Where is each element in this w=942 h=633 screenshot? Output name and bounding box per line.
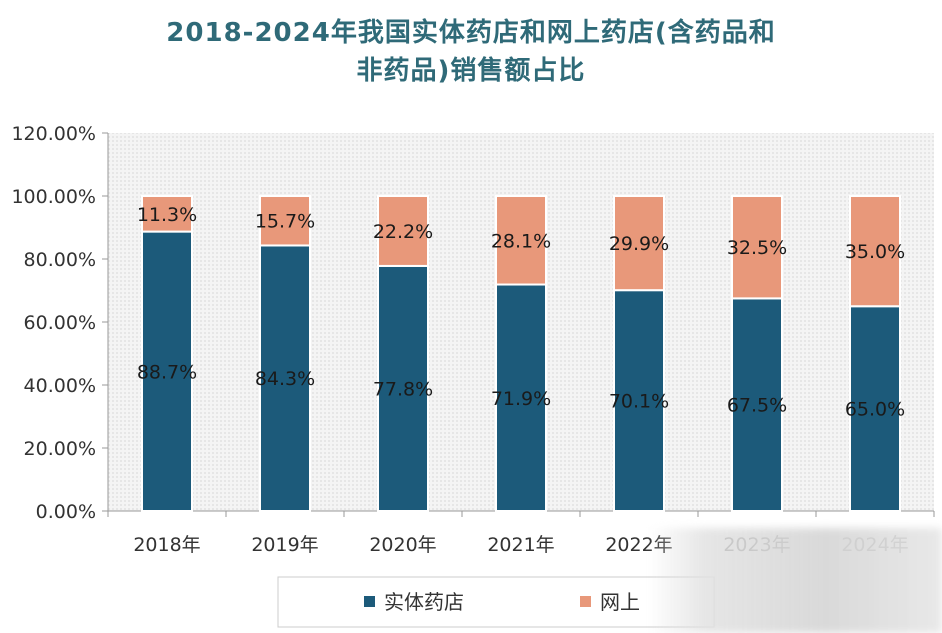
y-tick-label: 40.00%	[24, 375, 96, 397]
bar-physical-pharmacy	[259, 244, 311, 513]
data-label-online-pharmacy: 15.7%	[255, 211, 315, 233]
data-label-physical-pharmacy: 84.3%	[255, 368, 315, 390]
x-tick-label: 2021年	[487, 534, 554, 556]
x-tick-label: 2018年	[133, 534, 200, 556]
data-label-online-pharmacy: 22.2%	[373, 221, 433, 243]
data-label-physical-pharmacy: 70.1%	[609, 391, 669, 413]
data-label-online-pharmacy: 28.1%	[491, 230, 551, 252]
blurred-watermark-area	[648, 528, 942, 633]
y-tick-label: 80.00%	[24, 249, 96, 271]
chart-title-line-1: 2018-2024年我国实体药店和网上药店(含药品和	[166, 18, 776, 48]
y-axis: 0.00% 20.00% 40.00% 60.00% 80.00% 100.00% 120.…	[11, 123, 109, 523]
legend-label-series-1: 实体药店	[384, 590, 464, 614]
bar-series-group	[141, 195, 901, 513]
x-tick-label: 2020年	[369, 534, 436, 556]
bar-online-pharmacy	[613, 195, 665, 292]
legend-swatch-series-1	[364, 596, 375, 607]
data-label-physical-pharmacy: 67.5%	[727, 395, 787, 417]
data-label-physical-pharmacy: 71.9%	[491, 388, 551, 410]
bar-online-pharmacy	[259, 195, 311, 247]
y-tick-label: 20.00%	[24, 438, 96, 460]
bar-physical-pharmacy	[849, 305, 901, 512]
y-tick-label: 100.00%	[11, 186, 96, 208]
y-tick-label: 60.00%	[24, 312, 96, 334]
bar-physical-pharmacy	[377, 264, 429, 512]
bar-physical-pharmacy	[141, 230, 193, 512]
y-tick-label: 0.00%	[36, 501, 96, 523]
legend-box	[277, 576, 715, 628]
chart-title: 2018-2024年我国实体药店和网上药店(含药品和 非药品)销售额占比	[0, 14, 942, 90]
data-label-physical-pharmacy: 88.7%	[137, 361, 197, 383]
data-label-online-pharmacy: 11.3%	[137, 204, 197, 226]
bar-online-pharmacy	[495, 195, 547, 286]
legend-swatch-series-2	[580, 596, 591, 607]
data-label-online-pharmacy: 35.0%	[845, 241, 905, 263]
y-tick-label: 120.00%	[11, 123, 96, 145]
bar-online-pharmacy	[849, 195, 901, 308]
data-label-online-pharmacy: 29.9%	[609, 233, 669, 255]
bar-physical-pharmacy	[613, 289, 665, 512]
bar-online-pharmacy	[377, 195, 429, 267]
data-label-physical-pharmacy: 77.8%	[373, 378, 433, 400]
data-label-group: 88.7% 11.3% 84.3% 15.7% 77.8% 22.2% 71.9% 28.1%…	[137, 204, 905, 421]
data-label-online-pharmacy: 32.5%	[727, 237, 787, 259]
bar-online-pharmacy	[141, 195, 193, 233]
legend: 实体药店 网上	[277, 576, 715, 628]
chart-title-line-2: 非药品)销售额占比	[356, 56, 586, 86]
bar-physical-pharmacy	[731, 297, 783, 512]
x-tick-label: 2019年	[251, 534, 318, 556]
bar-online-pharmacy	[731, 195, 783, 300]
data-label-physical-pharmacy: 65.0%	[845, 399, 905, 421]
legend-label-series-2: 网上	[600, 590, 640, 614]
